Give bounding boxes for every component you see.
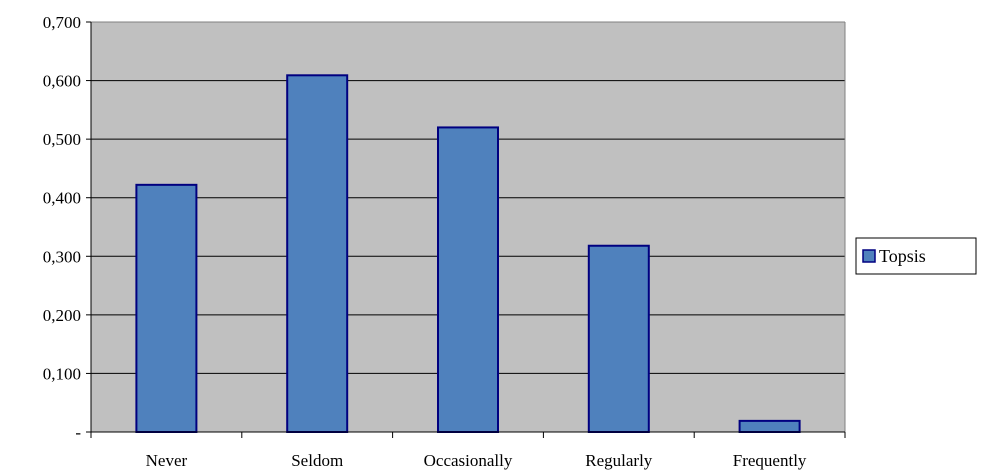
bar-occasionally [437, 126, 499, 434]
x-tick-label: Occasionally [424, 451, 513, 470]
legend-box [855, 237, 977, 275]
y-tick-label: 0,500 [43, 130, 81, 149]
y-tick-label: 0,700 [43, 13, 81, 32]
bar-seldom [286, 74, 349, 434]
x-tick-label: Frequently [733, 451, 807, 470]
legend-label-topsis: Topsis [879, 246, 926, 266]
bar-regularly [587, 244, 650, 433]
y-tick-label: 0,400 [43, 189, 81, 208]
y-tick-label: - [75, 423, 81, 442]
y-tick-label: 0,100 [43, 364, 81, 383]
x-tick-label: Never [146, 451, 188, 470]
axes [86, 21, 846, 438]
x-axis-tick-labels: Never Seldom Occasionally Regularly Frequent… [146, 451, 807, 470]
y-axis-tick-labels: - 0,100 0,200 0,300 0,400 0,500 0,600 0,700 [43, 13, 82, 442]
legend: Topsis [855, 237, 977, 275]
y-tick-label: 0,600 [43, 72, 81, 91]
x-tick-label: Seldom [291, 451, 343, 470]
y-tick-label: 0,300 [43, 247, 81, 266]
x-tick-label: Regularly [585, 451, 653, 470]
bar-frequently [738, 419, 801, 434]
y-tick-label: 0,200 [43, 306, 81, 325]
legend-swatch [862, 249, 876, 263]
bar-never [135, 183, 198, 433]
